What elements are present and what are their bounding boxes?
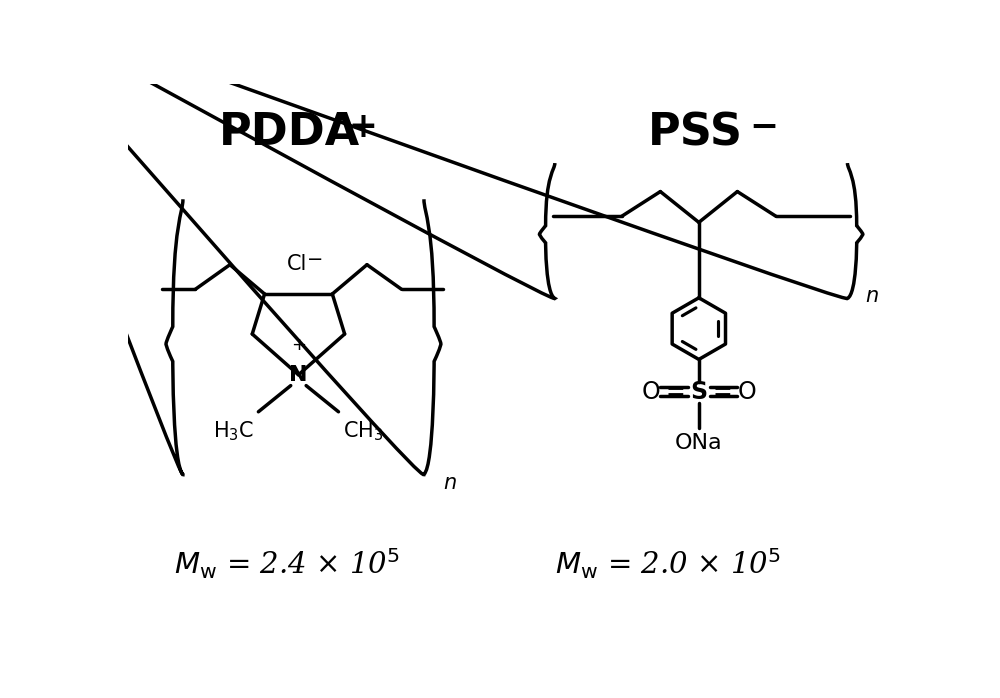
Text: N: N (289, 365, 308, 385)
Text: Cl: Cl (287, 254, 307, 274)
Text: =: = (665, 380, 685, 403)
Text: +: + (291, 336, 306, 354)
Text: $\mathit{M}$$_{\mathrm{w}}$ = 2.0 × 10$^{5}$: $\mathit{M}$$_{\mathrm{w}}$ = 2.0 × 10$^… (555, 546, 780, 581)
Text: $\mathit{M}$$_{\mathrm{w}}$ = 2.4 × 10$^{5}$: $\mathit{M}$$_{\mathrm{w}}$ = 2.4 × 10$^… (174, 546, 399, 581)
Text: n: n (443, 473, 456, 493)
Text: ONa: ONa (675, 433, 723, 453)
Text: n: n (865, 286, 878, 306)
Text: −: − (749, 110, 778, 144)
Text: =: = (713, 380, 733, 403)
Text: CH$_3$: CH$_3$ (343, 419, 384, 443)
Text: O: O (642, 380, 660, 403)
Text: S: S (690, 380, 707, 403)
Text: PSS: PSS (648, 112, 743, 154)
Text: −: − (307, 250, 324, 269)
Text: +: + (348, 110, 377, 144)
Text: H$_3$C: H$_3$C (213, 419, 254, 443)
Text: PDDA: PDDA (219, 112, 360, 154)
Text: O: O (737, 380, 756, 403)
